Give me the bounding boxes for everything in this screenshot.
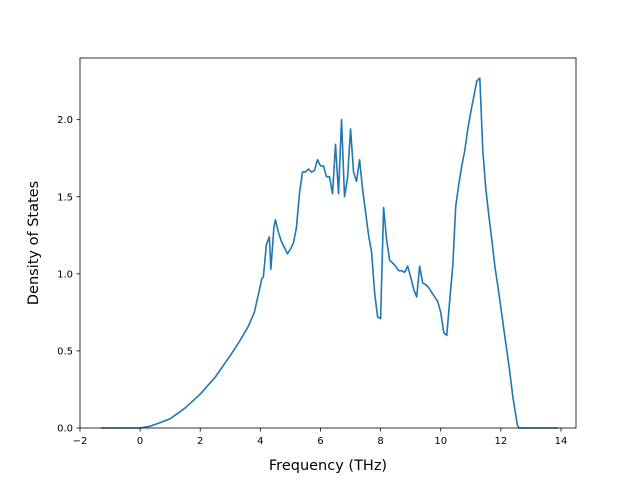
y-tick-label: 0.0: [57, 424, 73, 435]
x-tick-label: 12: [494, 436, 507, 447]
x-tick-label: 8: [377, 436, 383, 447]
x-tick-label: 2: [197, 436, 203, 447]
x-tick-label: 0: [137, 436, 143, 447]
y-axis-title: Density of States: [26, 181, 42, 305]
y-axis-ticks: 0.0 0.5 1.0 1.5 2.0: [57, 115, 80, 435]
x-tick-label: 10: [434, 436, 447, 447]
y-tick-label: 1.5: [57, 192, 73, 203]
y-tick-label: 2.0: [57, 115, 73, 126]
x-tick-label: 14: [555, 436, 568, 447]
axes-frame: [79, 57, 577, 429]
x-tick-label: −2: [73, 436, 88, 447]
x-tick-label: 6: [317, 436, 323, 447]
y-tick-label: 0.5: [57, 346, 73, 357]
x-axis-title: Frequency (THz): [269, 458, 387, 474]
plot-area: [101, 77, 558, 429]
dos-series-line: [101, 77, 558, 429]
y-tick-label: 1.0: [57, 269, 73, 280]
x-tick-label: 4: [257, 436, 263, 447]
x-axis-ticks: −2 0 2 4 6 8 10 12 14: [73, 428, 568, 447]
